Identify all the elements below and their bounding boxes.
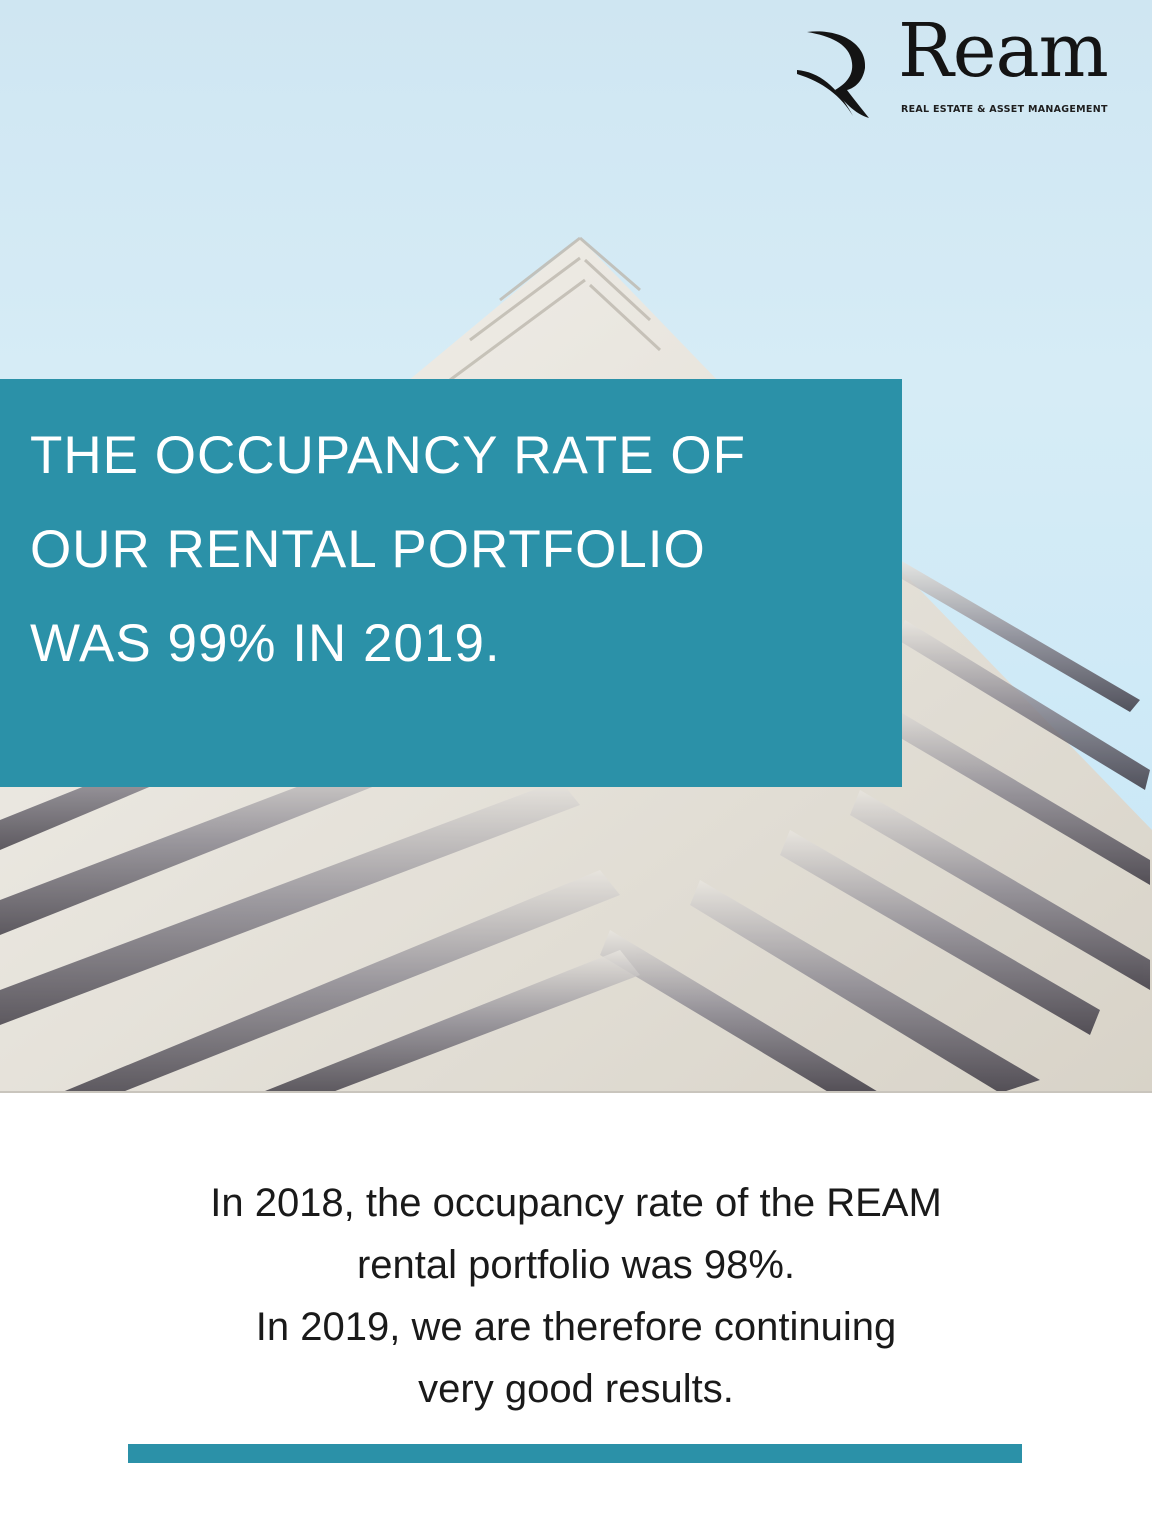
body-line: very good results. [418, 1367, 734, 1411]
body-line: In 2019, we are therefore continuing [255, 1305, 897, 1349]
headline-line: OUR RENTAL PORTFOLIO [30, 520, 706, 579]
headline-line: WAS 99% IN 2019. [30, 614, 501, 673]
ream-logo: Ream REAL ESTATE & ASSET MANAGEMENT [795, 14, 1130, 122]
body-paragraph: In 2018, the occupancy rate of the REAM … [0, 1172, 1152, 1420]
body-line: In 2018, the occupancy rate of the REAM [210, 1181, 942, 1225]
headline-panel: THE OCCUPANCY RATE OF OUR RENTAL PORTFOL… [0, 379, 902, 787]
hero-image: Ream REAL ESTATE & ASSET MANAGEMENT THE … [0, 0, 1152, 1093]
body-line: rental portfolio was 98%. [356, 1243, 795, 1287]
accent-divider [128, 1444, 1022, 1463]
headline-line: THE OCCUPANCY RATE OF [30, 426, 746, 485]
brand-tagline: REAL ESTATE & ASSET MANAGEMENT [901, 104, 1108, 115]
brand-wordmark: Ream [898, 8, 1109, 94]
headline: THE OCCUPANCY RATE OF OUR RENTAL PORTFOL… [30, 409, 746, 691]
ream-swoosh-icon [797, 31, 869, 118]
